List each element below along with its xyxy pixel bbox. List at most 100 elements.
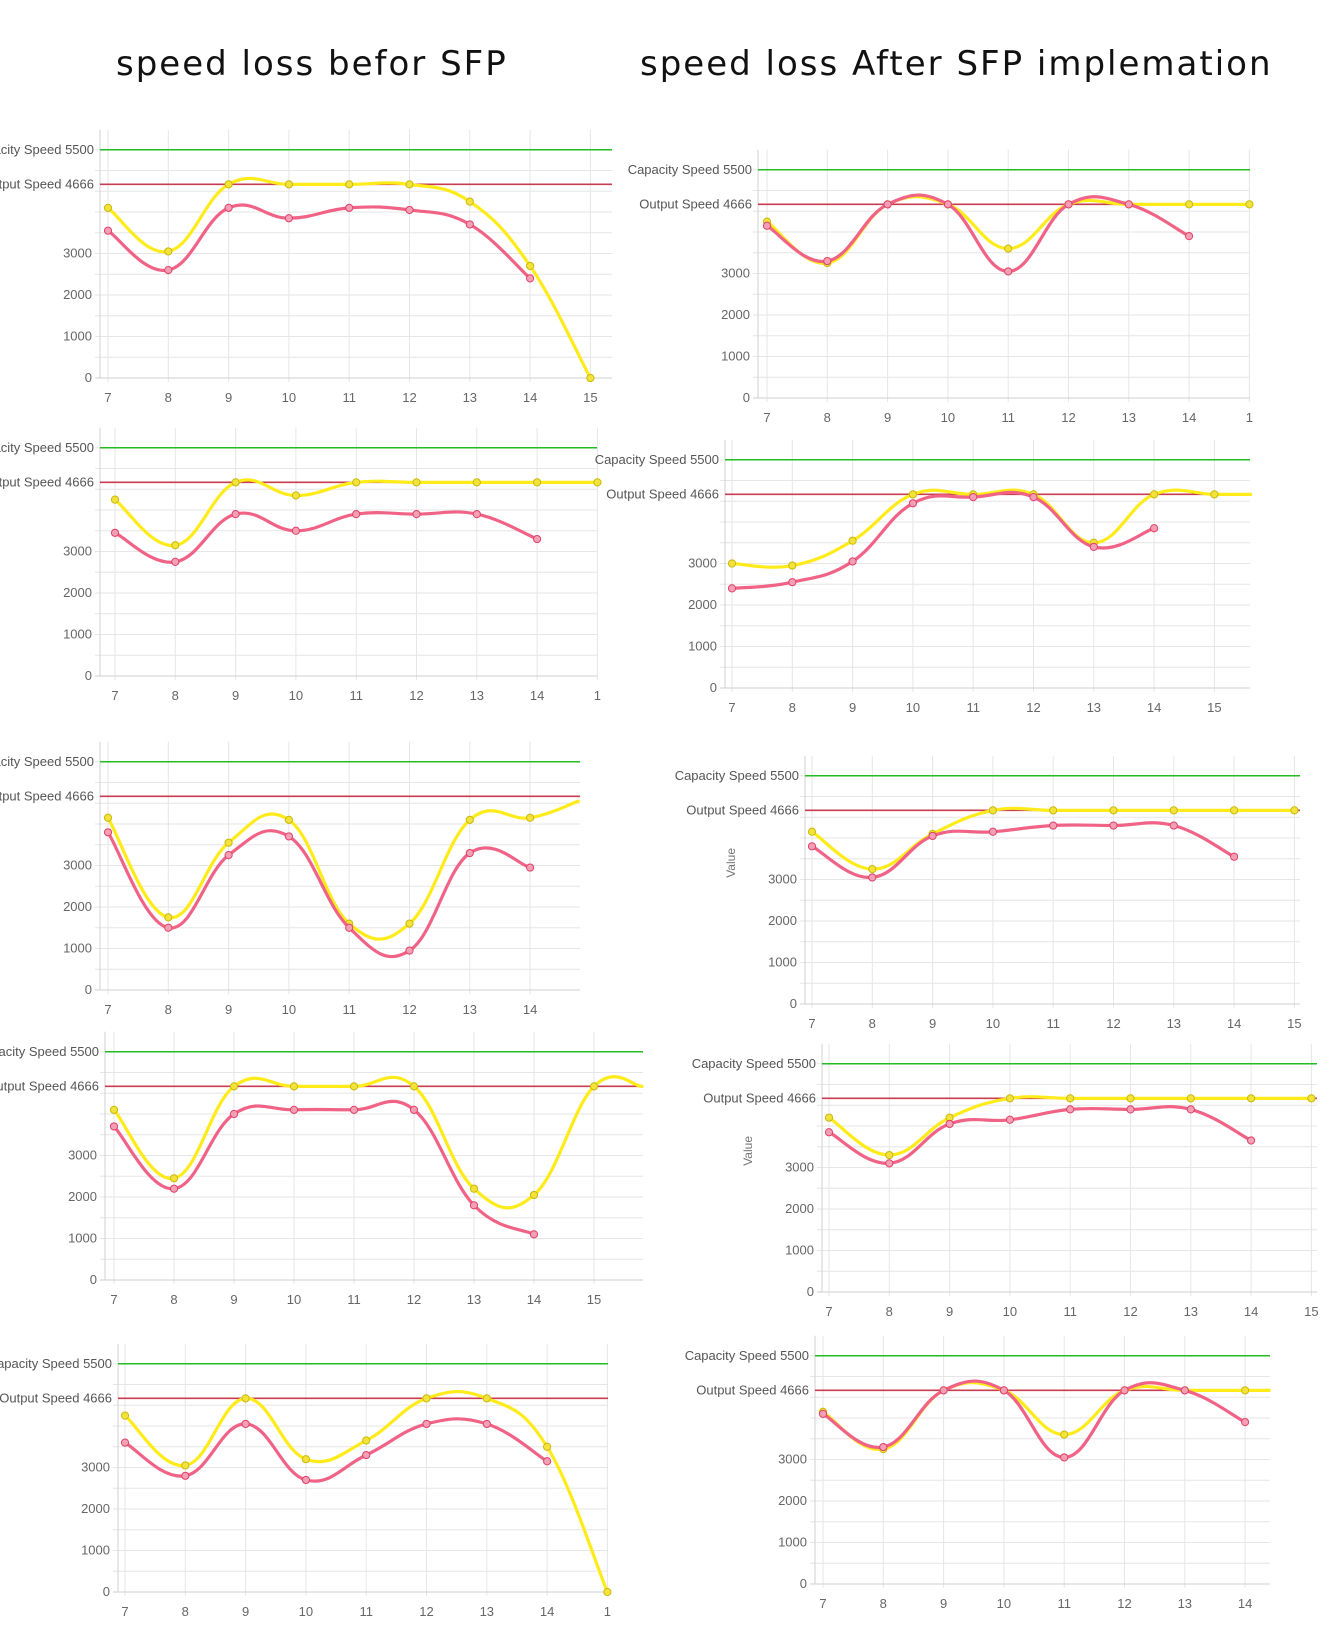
- data-point-yellow: [349, 1082, 359, 1091]
- data-point-pink: [171, 557, 180, 566]
- capacity-speed-label: Capacity Speed 5500: [0, 440, 94, 455]
- x-tick-label: 11: [966, 700, 980, 715]
- output-speed-label: Output Speed 4666: [696, 1382, 809, 1397]
- data-point-pink: [824, 1128, 834, 1137]
- x-tick-label: 11: [1063, 1304, 1077, 1319]
- y-tick-label: 2000: [785, 1201, 814, 1216]
- data-point-yellow: [469, 1184, 479, 1193]
- series-line-pink: [821, 1379, 1247, 1459]
- x-tick-label: 13: [1184, 1304, 1198, 1319]
- data-point-pink: [943, 200, 953, 209]
- x-tick-label: 10: [299, 1604, 313, 1619]
- data-point-yellow: [289, 1082, 299, 1091]
- data-point-pink: [1247, 1136, 1256, 1145]
- data-point-yellow: [224, 180, 233, 189]
- data-point-yellow: [229, 1082, 239, 1091]
- data-point-pink: [1185, 232, 1194, 241]
- y-tick-label: 1000: [81, 1543, 110, 1558]
- data-point-yellow: [543, 1442, 552, 1451]
- data-point-yellow: [472, 478, 481, 487]
- data-point-yellow: [291, 491, 300, 500]
- data-point-yellow: [120, 1411, 130, 1420]
- data-point-yellow: [807, 827, 817, 836]
- data-point-yellow: [788, 561, 797, 570]
- series-line-pink: [106, 829, 532, 958]
- y-tick-label: 3000: [81, 1460, 110, 1475]
- x-tick-label: 11: [347, 1292, 361, 1307]
- data-point-pink: [472, 510, 481, 519]
- x-tick-label: 15: [1304, 1304, 1318, 1319]
- x-tick-label: 13: [1087, 700, 1101, 715]
- y-tick-label: 2000: [721, 307, 750, 322]
- capacity-speed-label: Capacity Speed 5500: [692, 1056, 816, 1071]
- data-point-yellow: [526, 261, 535, 271]
- x-tick-label: 11: [1046, 1016, 1060, 1031]
- data-point-pink: [362, 1450, 371, 1460]
- data-point-pink: [908, 499, 918, 508]
- data-point-pink: [289, 1105, 299, 1114]
- x-tick-label: 7: [104, 390, 111, 405]
- x-tick-label: 13: [1167, 1016, 1181, 1031]
- data-point-yellow: [868, 865, 877, 874]
- x-tick-label: 7: [121, 1604, 128, 1619]
- x-tick-label: 1: [594, 688, 601, 703]
- data-point-pink: [999, 1386, 1009, 1395]
- data-point-pink: [848, 557, 857, 566]
- x-tick-label: 10: [289, 688, 303, 703]
- data-point-pink: [823, 256, 832, 266]
- data-point-yellow: [589, 1082, 599, 1091]
- y-tick-label: 1000: [63, 941, 92, 956]
- x-tick-label: 7: [111, 688, 118, 703]
- y-tick-label: 2000: [63, 287, 92, 302]
- data-point-yellow: [171, 541, 180, 550]
- output-speed-label: Output Speed 4666: [703, 1090, 816, 1105]
- data-point-pink: [482, 1419, 491, 1429]
- data-point-pink: [110, 528, 120, 537]
- x-tick-label: 11: [1001, 410, 1015, 425]
- series-line-yellow: [821, 1381, 1271, 1451]
- x-tick-label: 12: [1026, 700, 1040, 715]
- x-tick-label: 8: [165, 1002, 172, 1017]
- data-point-yellow: [1290, 806, 1299, 815]
- data-point-yellow: [908, 490, 918, 499]
- y-tick-label: 0: [800, 1576, 807, 1591]
- y-tick-label: 3000: [768, 872, 797, 887]
- data-point-pink: [1124, 200, 1133, 209]
- data-point-pink: [885, 1159, 894, 1168]
- data-point-pink: [1180, 1386, 1189, 1395]
- capacity-speed-label: Capacity Speed 5500: [0, 142, 94, 157]
- y-tick-label: 3000: [63, 544, 92, 559]
- data-point-pink: [1230, 852, 1239, 861]
- data-point-pink: [169, 1184, 179, 1193]
- x-tick-label: 8: [789, 700, 796, 715]
- output-speed-label: Output Speed 4666: [0, 1078, 99, 1093]
- y-tick-label: 3000: [785, 1160, 814, 1175]
- data-point-pink: [284, 214, 293, 223]
- data-point-yellow: [1004, 244, 1013, 253]
- output-speed-label: Output Speed 4666: [639, 196, 752, 211]
- chart-before-3: 0 1000 2000 3000 7 8 9 10 11 12 13 14 Capacity Speed…: [0, 741, 580, 1017]
- data-point-pink: [241, 1419, 250, 1429]
- capacity-speed-label: Capacity Speed 5500: [675, 768, 799, 783]
- y-tick-label: 3000: [63, 246, 92, 261]
- x-tick-label: 7: [819, 1596, 826, 1611]
- x-tick-label: 10: [282, 390, 296, 405]
- series-line-yellow: [113, 478, 599, 547]
- series-line-yellow: [106, 799, 580, 941]
- output-speed-label: Output Speed 4666: [686, 802, 799, 817]
- x-tick-label: 12: [1117, 1596, 1131, 1611]
- data-point-yellow: [110, 495, 120, 504]
- y-axis-title: Value: [741, 1136, 755, 1166]
- y-tick-label: 2000: [68, 1189, 97, 1204]
- x-tick-label: 8: [824, 410, 831, 425]
- capacity-speed-label: Capacity Speed 5500: [0, 1356, 112, 1371]
- data-point-pink: [181, 1471, 190, 1480]
- x-tick-label: 14: [1182, 410, 1196, 425]
- chart-after-5: 0 1000 2000 3000 7 8 9 10 11 12 13 14 Capacity Speed…: [685, 1335, 1271, 1611]
- x-tick-label: 13: [480, 1604, 494, 1619]
- data-point-yellow: [109, 1105, 119, 1114]
- data-point-pink: [412, 510, 421, 519]
- data-point-pink: [164, 266, 173, 275]
- data-point-pink: [229, 1109, 239, 1119]
- data-point-yellow: [593, 478, 602, 487]
